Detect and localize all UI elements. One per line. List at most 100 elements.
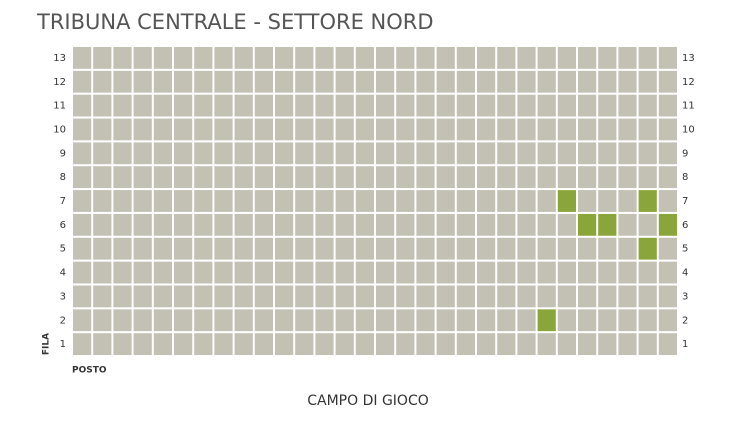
seat[interactable] [194,70,213,93]
seat[interactable] [214,142,233,165]
seat[interactable] [477,237,496,260]
seat[interactable] [234,70,253,93]
seat[interactable] [658,142,677,165]
seat[interactable] [537,237,556,260]
seat[interactable] [315,309,334,332]
seat[interactable] [376,237,395,260]
seat[interactable] [295,166,314,189]
seat[interactable] [396,70,415,93]
seat[interactable] [618,94,637,117]
seat[interactable] [133,47,152,69]
seat[interactable] [416,94,435,117]
seat[interactable] [275,333,294,355]
seat[interactable] [517,94,536,117]
seat[interactable] [355,285,374,308]
seat[interactable] [93,261,112,284]
seat[interactable] [456,70,475,93]
seat[interactable] [335,118,354,141]
seat[interactable] [557,166,576,189]
seat[interactable] [416,261,435,284]
seat[interactable] [275,142,294,165]
seat[interactable] [456,142,475,165]
seat[interactable] [214,70,233,93]
seat[interactable] [456,118,475,141]
seat[interactable] [113,190,132,212]
seat[interactable] [497,166,516,189]
seat[interactable] [517,190,536,212]
seat[interactable] [133,118,152,141]
seat[interactable] [355,142,374,165]
seat[interactable] [497,190,516,212]
seat[interactable] [416,285,435,308]
seat[interactable] [153,94,172,117]
seat[interactable] [618,47,637,69]
seat[interactable] [638,261,657,284]
seat[interactable] [416,237,435,260]
seat[interactable] [396,142,415,165]
seat[interactable] [133,309,152,332]
seat[interactable] [295,47,314,69]
seat[interactable] [234,333,253,355]
seat[interactable] [537,261,556,284]
seat[interactable] [557,333,576,355]
seat[interactable] [477,285,496,308]
seat[interactable] [335,70,354,93]
seat[interactable] [618,70,637,93]
seat[interactable] [477,94,496,117]
seat[interactable] [376,333,395,355]
seat[interactable] [214,333,233,355]
seat[interactable] [578,237,597,260]
seat[interactable] [638,142,657,165]
seat[interactable] [497,70,516,93]
seat[interactable] [295,261,314,284]
seat[interactable] [73,118,92,141]
seat[interactable] [315,285,334,308]
seat[interactable] [477,261,496,284]
seat[interactable] [174,118,193,141]
seat[interactable] [133,333,152,355]
seat[interactable] [598,261,617,284]
seat[interactable] [113,70,132,93]
seat[interactable] [557,47,576,69]
seat[interactable] [254,237,273,260]
seat[interactable] [295,333,314,355]
seat[interactable] [497,237,516,260]
seat[interactable] [355,94,374,117]
seat[interactable] [315,261,334,284]
seat[interactable] [295,118,314,141]
seat[interactable] [315,94,334,117]
seat[interactable] [396,213,415,236]
seat[interactable] [638,47,657,69]
seat[interactable] [214,118,233,141]
seat[interactable] [295,142,314,165]
seat[interactable] [93,309,112,332]
seat[interactable] [416,142,435,165]
seat[interactable] [658,166,677,189]
seat[interactable] [93,70,112,93]
seat[interactable] [254,333,273,355]
seat[interactable] [537,166,556,189]
seat[interactable] [376,190,395,212]
seat[interactable] [355,261,374,284]
seat[interactable] [254,213,273,236]
seat[interactable] [73,285,92,308]
seat[interactable] [598,190,617,212]
seat[interactable] [73,94,92,117]
seat[interactable] [214,285,233,308]
seat[interactable] [254,142,273,165]
seat[interactable] [93,142,112,165]
seat[interactable] [638,94,657,117]
seat[interactable] [658,190,677,212]
seat[interactable] [174,166,193,189]
seat[interactable] [638,190,657,212]
seat[interactable] [234,309,253,332]
seat[interactable] [578,309,597,332]
seat[interactable] [376,285,395,308]
seat[interactable] [93,166,112,189]
seat[interactable] [355,166,374,189]
seat[interactable] [517,142,536,165]
seat[interactable] [517,237,536,260]
seat[interactable] [557,285,576,308]
seat[interactable] [376,309,395,332]
seat[interactable] [517,285,536,308]
